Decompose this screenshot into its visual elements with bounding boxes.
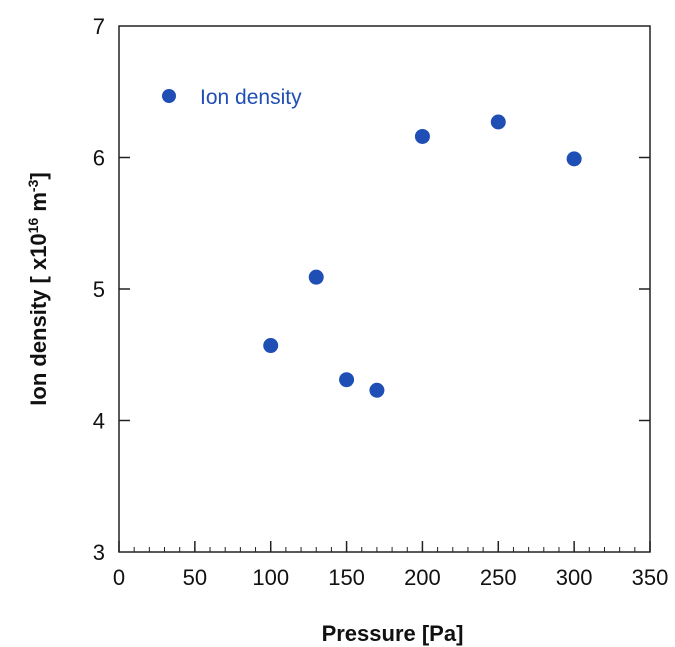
- x-tick-label: 250: [480, 565, 517, 590]
- data-point: [490, 114, 506, 130]
- data-point: [414, 128, 430, 144]
- y-axis-title-suffix: ]: [26, 172, 51, 179]
- y-axis-title-prefix: Ion density [ x10: [26, 233, 51, 405]
- plot-frame: [118, 25, 651, 553]
- x-axis-title: Pressure [Pa]: [322, 621, 464, 646]
- data-point: [566, 151, 582, 167]
- axis-ticks: [118, 156, 651, 552]
- y-axis-title: Ion density [ x1016 m-3]: [25, 172, 51, 405]
- x-tick-label: 200: [404, 565, 441, 590]
- data-point: [263, 338, 279, 354]
- y-tick-label: 6: [93, 146, 105, 171]
- data-point: [369, 382, 385, 398]
- x-tick-label: 300: [556, 565, 593, 590]
- y-tick-label: 3: [93, 540, 105, 565]
- x-tick-label: 150: [328, 565, 365, 590]
- data-point: [339, 372, 355, 388]
- y-tick-label: 7: [93, 14, 105, 39]
- x-tick-label: 0: [113, 565, 125, 590]
- legend-marker: [162, 89, 176, 103]
- y-axis-title-exponent-2: -3: [25, 179, 41, 192]
- data-point: [308, 269, 324, 285]
- data-points: [263, 114, 582, 398]
- y-axis-title-exponent-1: 16: [25, 218, 41, 234]
- x-tick-label: 100: [252, 565, 289, 590]
- y-axis-title-unit: m: [26, 192, 51, 218]
- legend: Ion density: [162, 86, 302, 109]
- y-tick-label: 4: [93, 409, 105, 434]
- legend-label: Ion density: [200, 86, 302, 109]
- x-tick-label: 50: [183, 565, 207, 590]
- y-tick-label: 5: [93, 277, 105, 302]
- x-tick-label: 350: [632, 565, 669, 590]
- tick-labels: 0 50 100 150 200 250 300 350 3 4 5 6 7: [93, 14, 669, 590]
